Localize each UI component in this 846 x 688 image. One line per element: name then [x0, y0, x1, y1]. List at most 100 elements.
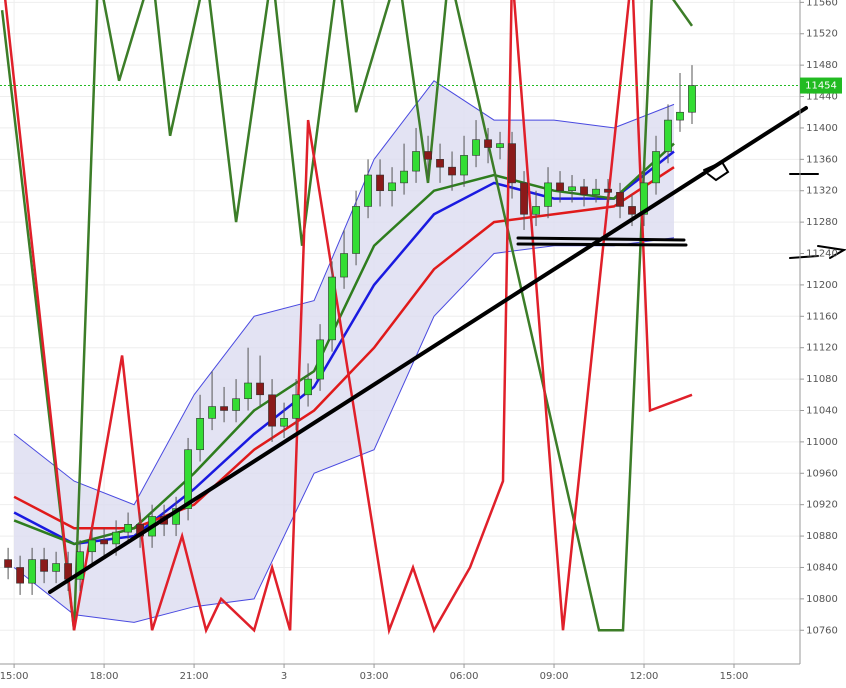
- support-lines: [516, 236, 688, 247]
- candle-body: [364, 174, 372, 207]
- candle-body: [640, 182, 648, 215]
- candle-body: [532, 206, 540, 215]
- candle-body: [16, 567, 24, 584]
- candle-body: [4, 559, 12, 568]
- x-tick-label: 15:00: [0, 671, 29, 682]
- candle-body: [124, 523, 132, 533]
- marker-strokes: [789, 173, 846, 259]
- candle-body: [544, 182, 552, 207]
- candle-body: [316, 339, 324, 380]
- y-tick-label: 11360: [806, 154, 838, 165]
- candle-body: [472, 139, 480, 156]
- y-tick-label: 11560: [806, 0, 838, 8]
- candle-body: [688, 85, 696, 113]
- candle-body: [664, 119, 672, 152]
- candle-body: [112, 531, 120, 545]
- plot-area: [0, 0, 800, 636]
- candle-body: [448, 166, 456, 176]
- candle-body: [184, 449, 192, 509]
- y-tick-label: 10840: [806, 562, 838, 573]
- y-tick-label: 11320: [806, 186, 838, 197]
- y-tick-label: 10960: [806, 468, 838, 479]
- candle-body: [580, 186, 588, 195]
- candle-body: [436, 159, 444, 168]
- y-tick-label: 11000: [806, 437, 838, 448]
- y-tick-label: 11120: [806, 343, 838, 354]
- y-tick-label: 10920: [806, 500, 838, 511]
- candle-body: [412, 151, 420, 172]
- x-tick-label: 06:00: [450, 671, 479, 682]
- candle-body: [388, 182, 396, 192]
- candle-body: [256, 382, 264, 396]
- candle-body: [628, 206, 636, 215]
- candle-body: [280, 418, 288, 427]
- scribble: [703, 160, 730, 182]
- indicator-line: [13, 150, 675, 546]
- candle-body: [88, 539, 96, 553]
- x-tick-label: 21:00: [180, 671, 209, 682]
- y-tick-label: 10760: [806, 625, 838, 636]
- candle-body: [616, 191, 624, 207]
- indicator-line: [4, 0, 693, 636]
- candle-body: [100, 539, 108, 545]
- y-tick-label: 11440: [806, 92, 838, 103]
- candle-body: [196, 418, 204, 451]
- y-tick-label: 11520: [806, 29, 838, 40]
- candle-body: [400, 170, 408, 184]
- candle-body: [304, 378, 312, 396]
- last-price-label: 11454: [805, 81, 837, 92]
- x-tick-label: 12:00: [630, 671, 659, 682]
- y-tick-label: 11160: [806, 311, 838, 322]
- indicator-line: [13, 166, 675, 530]
- candle-body: [244, 382, 252, 400]
- candle-body: [352, 206, 360, 254]
- candle-body: [568, 186, 576, 192]
- hand-drawings: [48, 106, 846, 594]
- candle-body: [604, 188, 612, 193]
- candle-body: [376, 174, 384, 192]
- y-tick-label: 11280: [806, 217, 838, 228]
- candle-body: [592, 188, 600, 195]
- trend-line: [48, 106, 808, 594]
- indicator-line: [0, 0, 694, 632]
- y-tick-label: 11240: [806, 249, 838, 260]
- x-tick-label: 18:00: [90, 671, 119, 682]
- candle-body: [76, 551, 84, 580]
- candle-body: [556, 182, 564, 192]
- candle-body: [508, 143, 516, 184]
- candle-body: [268, 394, 276, 427]
- candle-body: [328, 276, 336, 341]
- candle-body: [232, 398, 240, 411]
- candle-body: [676, 111, 684, 121]
- y-tick-label: 10800: [806, 594, 838, 605]
- y-tick-label: 11400: [806, 123, 838, 134]
- y-tick-label: 11480: [806, 60, 838, 71]
- candle-body: [40, 559, 48, 572]
- x-tick-label: 15:00: [720, 671, 749, 682]
- candle-body: [340, 253, 348, 278]
- candle-body: [208, 406, 216, 419]
- y-tick-label: 11200: [806, 280, 838, 291]
- candle-body: [460, 155, 468, 176]
- indicator-line: [13, 142, 675, 546]
- y-tick-label: 10880: [806, 531, 838, 542]
- candle-body: [292, 394, 300, 419]
- x-tick-label: 09:00: [540, 671, 569, 682]
- candle-body: [652, 151, 660, 184]
- y-tick-label: 11080: [806, 374, 838, 385]
- x-tick-label: 3: [281, 671, 287, 682]
- candle-body: [172, 508, 180, 525]
- y-tick-label: 11040: [806, 405, 838, 416]
- candle-body: [520, 182, 528, 215]
- candle-body: [496, 143, 504, 148]
- candle-body: [424, 151, 432, 160]
- last-price-box: [800, 77, 842, 94]
- candle-body: [484, 139, 492, 148]
- candle-body: [52, 563, 60, 572]
- band-upper: [13, 80, 675, 506]
- candle-body: [220, 406, 228, 411]
- candle-body: [28, 559, 36, 584]
- x-tick-label: 03:00: [360, 671, 389, 682]
